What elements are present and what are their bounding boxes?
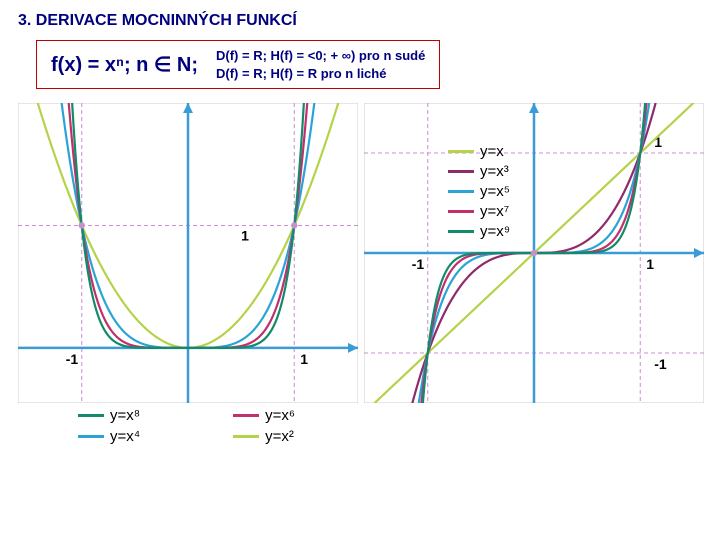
- legend-swatch: [233, 414, 259, 417]
- legend-item: y=x⁹: [448, 223, 510, 240]
- legend-label: y=x²: [265, 428, 294, 445]
- legend-swatch: [448, 190, 474, 193]
- svg-text:-1: -1: [654, 356, 667, 372]
- legend-item: y=x⁸: [78, 407, 203, 424]
- legend-label: y=x⁴: [110, 428, 140, 445]
- legend-item: y=x⁶: [233, 407, 358, 424]
- main-formula: f(x) = xⁿ; n ∈ N;: [51, 52, 198, 77]
- legend-odd: y=x y=x³ y=x⁵ y=x⁷ y=x⁹: [448, 143, 510, 240]
- legend-label: y=x³: [480, 163, 509, 180]
- svg-text:1: 1: [646, 256, 654, 272]
- legend-item: y=x³: [448, 163, 510, 180]
- domain-even: D(f) = R; H(f) = <0; + ∞) pro n sudé: [216, 47, 425, 65]
- legend-swatch: [233, 435, 259, 438]
- legend-swatch: [448, 150, 474, 153]
- legend-label: y=x⁷: [480, 203, 509, 220]
- legend-label: y=x⁸: [110, 407, 140, 424]
- legend-label: y=x⁹: [480, 223, 510, 240]
- legend-item: y=x⁷: [448, 203, 510, 220]
- formula-box: f(x) = xⁿ; n ∈ N; D(f) = R; H(f) = <0; +…: [36, 40, 440, 89]
- legend-item: y=x²: [233, 428, 358, 445]
- legend-item: y=x⁴: [78, 428, 203, 445]
- legend-swatch: [78, 435, 104, 438]
- charts-row: -1 1 1 y=x⁸ y=x⁶ y=x⁴ y=x² -1 1 1 -1 y=x y=x³ y=x⁵…: [18, 103, 702, 445]
- svg-text:1: 1: [241, 228, 249, 244]
- legend-even: y=x⁸ y=x⁶ y=x⁴ y=x²: [78, 407, 358, 445]
- chart-even-powers: -1 1 1 y=x⁸ y=x⁶ y=x⁴ y=x²: [18, 103, 358, 445]
- chart-odd-powers: -111-1 y=xy=x³y=x⁵y=x⁷y=x⁹: [364, 103, 704, 445]
- svg-text:1: 1: [300, 351, 308, 367]
- page-title: 3. DERIVACE MOCNINNÝCH FUNKCÍ: [18, 12, 702, 30]
- legend-swatch: [78, 414, 104, 417]
- legend-swatch: [448, 230, 474, 233]
- legend-label: y=x⁶: [265, 407, 295, 424]
- domain-odd: D(f) = R; H(f) = R pro n liché: [216, 65, 425, 83]
- svg-text:-1: -1: [66, 351, 79, 367]
- legend-label: y=x⁵: [480, 183, 510, 200]
- svg-text:-1: -1: [412, 256, 425, 272]
- legend-label: y=x: [480, 143, 504, 160]
- legend-item: y=x⁵: [448, 183, 510, 200]
- legend-swatch: [448, 170, 474, 173]
- legend-swatch: [448, 210, 474, 213]
- legend-item: y=x: [448, 143, 510, 160]
- domain-range: D(f) = R; H(f) = <0; + ∞) pro n sudé D(f…: [216, 47, 425, 82]
